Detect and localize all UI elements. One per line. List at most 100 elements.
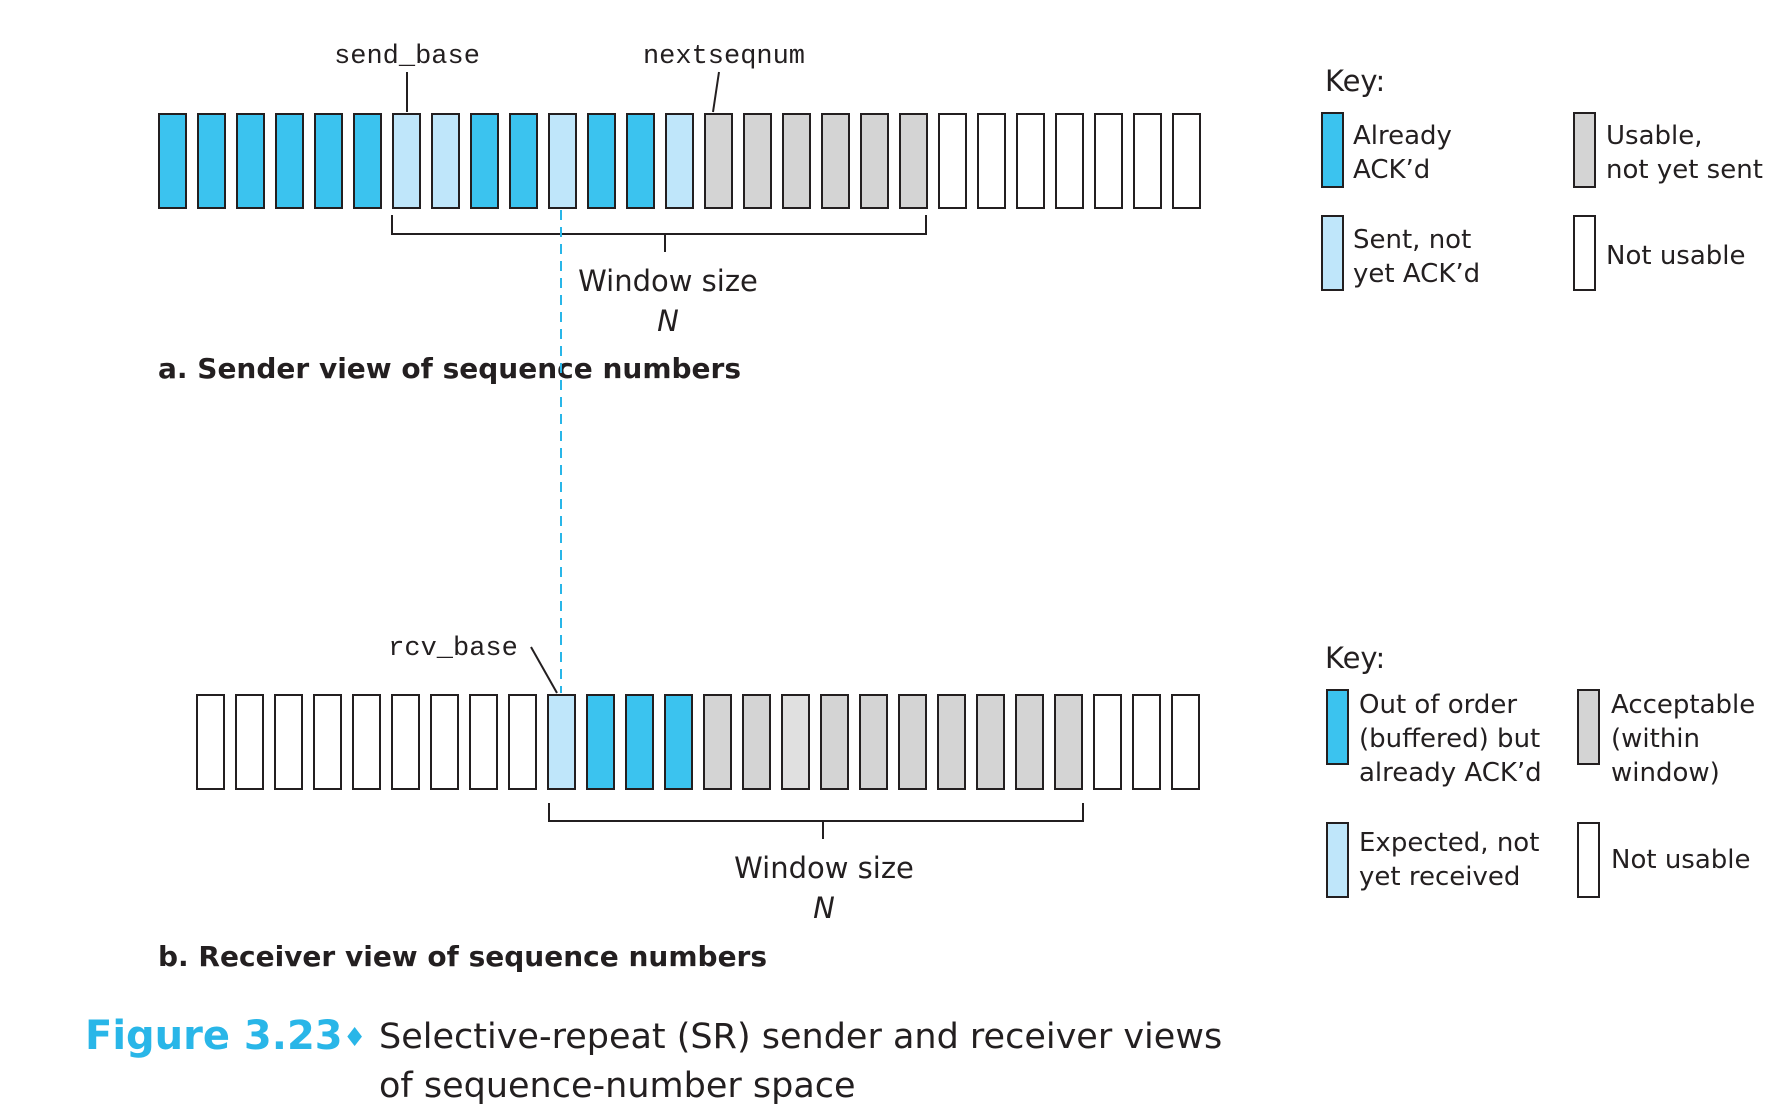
key-swatch-already-acked [1321, 112, 1344, 188]
sender-key-sent-line2: yet ACK’d [1353, 259, 1480, 289]
sender-key-acked-line1: Already [1353, 121, 1452, 151]
receiver-seq-cell-usable [937, 694, 966, 790]
receiver-sequence-cells [196, 694, 1200, 790]
receiver-key-not-usable: Not usable [1611, 845, 1751, 875]
receiver-caption: b. Receiver view of sequence numbers [158, 940, 767, 973]
sender-key-acked-line2: ACK’d [1353, 155, 1430, 185]
receiver-seq-cell-empty [1093, 694, 1122, 790]
sender-seq-cell-acked [509, 113, 538, 209]
receiver-seq-cell-usable [703, 694, 732, 790]
figure-title-line2: of sequence-number space [379, 1066, 856, 1106]
svg-text:Sent, not yet ACK’d: Sent, not yet ACK’d [1353, 225, 1480, 289]
receiver-window-n: N [813, 891, 835, 925]
sender-key-usable-line2: not yet sent [1606, 155, 1763, 185]
receiver-key-ooo-line2: (buffered) but [1359, 724, 1540, 754]
sender-seq-cell-sent [392, 113, 421, 209]
receiver-key-title: Key: [1325, 641, 1385, 675]
svg-text:Usable, not yet sent: Usable, not yet sent [1606, 121, 1763, 185]
key-swatch-expected [1326, 822, 1349, 898]
receiver-key-expected-line2: yet received [1359, 862, 1520, 892]
receiver-seq-cell-empty [274, 694, 303, 790]
sender-key-sent-line1: Sent, not [1353, 225, 1471, 255]
key-swatch-not-usable [1573, 215, 1596, 291]
sender-window-bracket [391, 215, 927, 252]
sender-seq-cell-acked [353, 113, 382, 209]
sender-window-label: Window size [578, 264, 758, 298]
receiver-seq-cell-usable [1054, 694, 1083, 790]
sender-seq-cell-acked [470, 113, 499, 209]
key-swatch-receiver-not-usable [1577, 822, 1600, 898]
sender-seq-cell-empty [1055, 113, 1084, 209]
key-swatch-acceptable [1577, 689, 1600, 765]
sender-key: Key: Already ACK’d Usable, not yet sent … [1321, 64, 1763, 291]
figure-number: Figure 3.23 [85, 1013, 343, 1059]
receiver-seq-cell-empty [313, 694, 342, 790]
key-swatch-sent-not-acked [1321, 215, 1344, 291]
rcv-base-label: rcv_base [388, 634, 518, 664]
receiver-seq-cell-sent [547, 694, 576, 790]
sender-seq-cell-acked [314, 113, 343, 209]
sender-seq-cell-acked [158, 113, 187, 209]
sender-seq-cell-usable [899, 113, 928, 209]
receiver-seq-cell-empty [196, 694, 225, 790]
receiver-seq-cell-usable [820, 694, 849, 790]
sender-seq-cell-usable [743, 113, 772, 209]
sender-seq-cell-acked [626, 113, 655, 209]
figure-title-line1: Selective-repeat (SR) sender and receive… [379, 1017, 1222, 1057]
receiver-seq-cell-acked [664, 694, 693, 790]
nextseqnum-pointer [712, 71, 720, 113]
sender-seq-cell-empty [1016, 113, 1045, 209]
receiver-key-ooo-line3: already ACK’d [1359, 758, 1542, 788]
figure-bullet: ♦ [343, 1023, 366, 1053]
receiver-seq-cell-empty [1171, 694, 1200, 790]
receiver-key-acceptable-line2: (within [1611, 724, 1700, 754]
svg-text:Expected, not yet receiv: Expected, not yet received [1359, 828, 1548, 892]
sender-caption: a. Sender view of sequence numbers [158, 352, 741, 385]
sender-seq-cell-empty [1094, 113, 1123, 209]
receiver-key: Key: Out of order (buffered) but already… [1325, 641, 1764, 898]
sender-key-not-usable: Not usable [1606, 241, 1746, 271]
receiver-seq-cell-empty [469, 694, 498, 790]
receiver-window-bracket [548, 803, 1084, 839]
receiver-seq-cell-empty [391, 694, 420, 790]
receiver-seq-cell-usable [976, 694, 1005, 790]
key-swatch-usable [1573, 112, 1596, 188]
svg-text:Out of order (buffered): Out of order (buffered) but already ACK’… [1359, 690, 1549, 788]
receiver-seq-cell-usable [1015, 694, 1044, 790]
receiver-seq-cell-usable [742, 694, 771, 790]
receiver-seq-cell-empty [430, 694, 459, 790]
sender-seq-cell-usable [860, 113, 889, 209]
send-base-label: send_base [334, 42, 480, 72]
svg-text:Acceptable (within: Acceptable (within window) [1611, 690, 1764, 788]
sender-seq-cell-empty [938, 113, 967, 209]
sender-sequence-cells [158, 113, 1201, 209]
receiver-seq-cell-empty [235, 694, 264, 790]
receiver-seq-cell-empty [352, 694, 381, 790]
sender-seq-cell-empty [977, 113, 1006, 209]
receiver-key-ooo-line1: Out of order [1359, 690, 1517, 720]
receiver-seq-cell-acked [586, 694, 615, 790]
sender-seq-cell-empty [1133, 113, 1162, 209]
receiver-key-acceptable-line1: Acceptable [1611, 690, 1755, 720]
receiver-window-label: Window size [734, 851, 914, 885]
receiver-seq-cell-usable [898, 694, 927, 790]
sender-seq-cell-usable [782, 113, 811, 209]
nextseqnum-label: nextseqnum [643, 42, 805, 72]
sender-seq-cell-usable [704, 113, 733, 209]
receiver-key-expected-line1: Expected, not [1359, 828, 1539, 858]
receiver-key-acceptable-line3: window) [1611, 758, 1720, 788]
sender-seq-cell-sent [665, 113, 694, 209]
receiver-seq-cell-usable [859, 694, 888, 790]
sender-key-usable-line1: Usable, [1606, 121, 1703, 151]
sender-key-title: Key: [1325, 64, 1385, 98]
sender-seq-cell-acked [236, 113, 265, 209]
receiver-seq-cell-empty [508, 694, 537, 790]
sender-window-n: N [657, 304, 679, 338]
sender-seq-cell-empty [1172, 113, 1201, 209]
sender-seq-cell-sent [431, 113, 460, 209]
sender-seq-cell-acked [197, 113, 226, 209]
receiver-seq-cell-acked [625, 694, 654, 790]
receiver-seq-cell-light [781, 694, 810, 790]
receiver-seq-cell-empty [1132, 694, 1161, 790]
